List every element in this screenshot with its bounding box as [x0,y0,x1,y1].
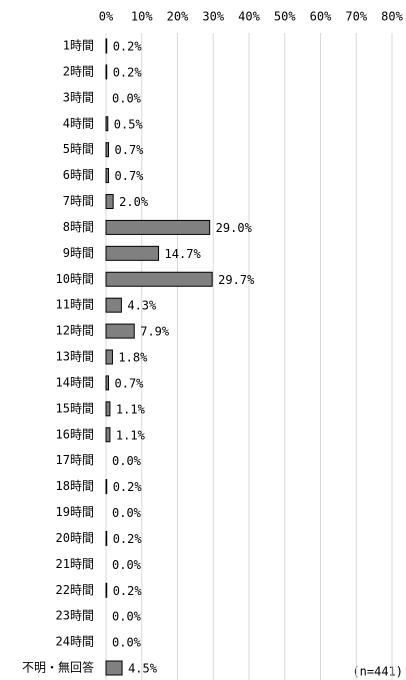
value-label: 0.2% [113,584,143,598]
bar [105,479,108,495]
y-tick-label: 不明・無回答 [22,660,94,675]
value-label: 0.0% [112,506,142,520]
value-label: 0.0% [112,610,142,624]
value-label: 0.0% [112,636,142,650]
value-label: 1.8% [118,351,148,365]
bar [105,660,123,676]
bar [105,142,110,158]
y-tick-label: 3時間 [63,90,94,104]
y-tick-label: 22時間 [56,583,94,597]
y-tick-label: 20時間 [56,531,94,545]
bar [105,245,160,261]
y-tick-label: 8時間 [63,220,94,234]
value-label: 29.0% [216,221,253,235]
y-tick-label: 24時間 [56,635,94,649]
value-label: 29.7% [218,273,255,287]
value-label: 4.5% [128,662,158,676]
bar [105,194,114,209]
bar [105,38,108,54]
bar [105,116,109,132]
bar [105,323,135,339]
x-tick-label: 50% [274,10,296,24]
value-label: 1.1% [116,428,146,442]
x-tick-label: 20% [167,10,189,24]
bar [105,427,111,443]
y-tick-label: 23時間 [56,609,94,623]
value-label: 2.0% [119,195,149,209]
value-label: 4.3% [127,299,157,313]
y-tick-label: 4時間 [63,116,94,130]
bar [105,219,211,235]
y-tick-label: 1時間 [63,39,94,53]
y-tick-label: 21時間 [56,557,94,571]
y-tick-label: 14時間 [56,375,94,389]
value-label: 0.2% [113,40,143,54]
y-tick-label: 16時間 [56,427,94,441]
y-tick-label: 2時間 [63,64,94,78]
y-tick-label: 5時間 [63,142,94,156]
y-tick-label: 19時間 [56,505,94,519]
value-label: 0.0% [112,91,142,105]
y-tick-label: 13時間 [56,350,94,364]
bar [105,530,108,546]
value-label: 0.0% [112,558,142,572]
bar [105,375,110,391]
value-label: 1.1% [116,402,146,416]
value-label: 7.9% [140,325,170,339]
y-tick-label: 9時間 [63,246,94,260]
y-tick-label: 17時間 [56,453,94,467]
value-label: 14.7% [165,247,202,261]
y-tick-label: 10時間 [56,272,94,286]
y-tick-label: 12時間 [56,324,94,338]
x-tick-label: 30% [202,10,224,24]
value-label: 0.2% [113,532,143,546]
y-tick-label: 18時間 [56,479,94,493]
x-tick-label: 10% [131,10,153,24]
value-label: 0.2% [113,480,143,494]
value-label: 0.7% [115,169,145,183]
x-tick-label: 60% [310,10,332,24]
y-tick-label: 7時間 [63,194,94,208]
bar [105,271,213,287]
x-tick-label: 0% [99,10,114,24]
value-label: 0.7% [115,376,145,390]
y-tick-label: 15時間 [56,401,94,415]
x-tick-label: 80% [381,10,403,24]
value-label: 0.2% [113,65,143,79]
value-label: 0.0% [112,454,142,468]
bar [105,582,108,598]
bar [105,168,110,184]
x-tick-label: 40% [238,10,260,24]
bar [105,297,122,313]
y-tick-label: 11時間 [56,298,94,312]
bar [105,64,108,80]
sample-size-note: (n=441) [352,665,403,679]
value-label: 0.5% [114,117,144,131]
bar [105,401,111,417]
x-tick-label: 70% [345,10,367,24]
y-tick-label: 6時間 [63,168,94,182]
bar [105,349,113,365]
value-label: 0.7% [115,143,145,157]
